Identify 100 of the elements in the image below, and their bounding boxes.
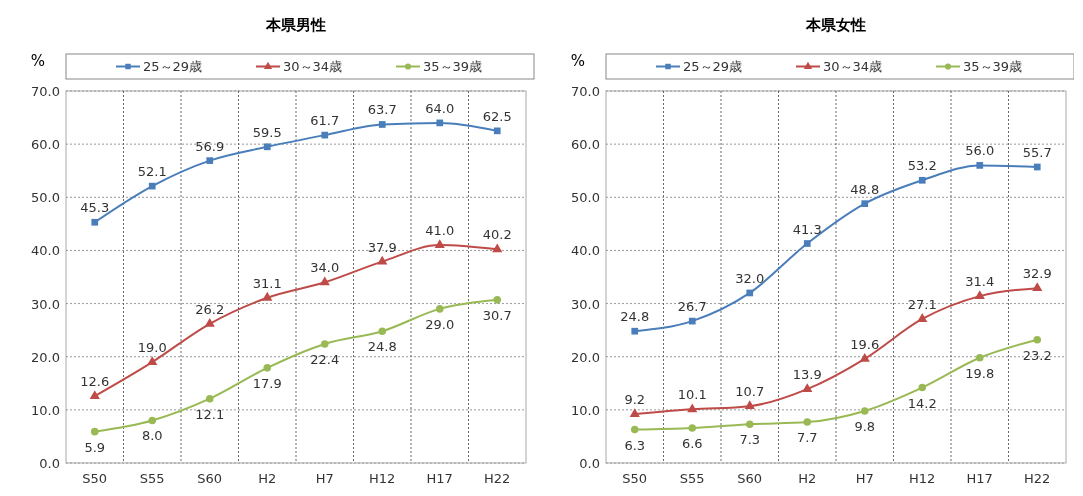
point — [803, 418, 812, 426]
data-label: 13.9 — [792, 367, 822, 383]
data-label: 8.0 — [141, 428, 163, 444]
x-tick-label: S50 — [82, 471, 108, 486]
point — [976, 162, 984, 169]
point — [975, 354, 984, 362]
x-tick-label: S60 — [737, 471, 763, 486]
point — [91, 218, 99, 226]
point — [918, 383, 927, 392]
point — [378, 121, 386, 128]
x-tick-label: H2 — [798, 471, 817, 486]
point — [493, 296, 502, 304]
data-label: 26.7 — [677, 299, 707, 315]
x-tick-label: H22 — [484, 471, 511, 486]
point — [859, 352, 870, 362]
point — [205, 394, 214, 403]
data-label: 55.7 — [1022, 144, 1052, 160]
point — [1033, 335, 1042, 344]
y-tick-label: 0.0 — [39, 456, 60, 471]
data-label: 53.2 — [907, 158, 937, 174]
point — [320, 340, 329, 348]
data-label: 24.8 — [620, 309, 650, 325]
point — [861, 200, 869, 208]
point — [629, 408, 640, 418]
y-tick-label: 70.0 — [31, 84, 60, 99]
x-tick-label: S55 — [139, 471, 165, 486]
point — [263, 143, 271, 151]
point — [745, 420, 754, 428]
data-label: 32.9 — [1022, 266, 1052, 282]
y-tick-label: 10.0 — [31, 402, 60, 418]
data-label: 26.2 — [195, 301, 225, 317]
point — [492, 243, 503, 253]
data-label: 6.3 — [624, 437, 646, 453]
data-label: 10.7 — [735, 384, 765, 400]
legend-label: 35～39歳 — [423, 59, 483, 74]
data-label: 56.9 — [195, 138, 225, 154]
data-label: 30.7 — [482, 307, 512, 323]
y-tick-label: 20.0 — [31, 349, 60, 365]
data-label: 7.3 — [739, 432, 761, 448]
data-label: 6.6 — [681, 435, 703, 451]
chart-title: 本県男性 — [265, 16, 326, 34]
point — [147, 356, 158, 365]
point — [493, 127, 501, 135]
data-label: 24.8 — [367, 339, 397, 355]
y-tick-label: 20.0 — [571, 349, 600, 365]
point — [262, 291, 273, 301]
x-tick-label: H17 — [426, 471, 453, 486]
data-label: 17.9 — [252, 375, 282, 391]
data-label: 62.5 — [482, 108, 512, 124]
chart-title: 本県女性 — [805, 16, 866, 34]
x-tick-label: H7 — [855, 471, 874, 486]
x-tick-label: S50 — [622, 471, 648, 486]
data-label: 41.0 — [425, 223, 455, 239]
point — [148, 416, 157, 425]
data-label: 7.7 — [796, 430, 818, 446]
point — [434, 239, 445, 249]
y-tick-label: 70.0 — [571, 84, 600, 99]
point — [688, 317, 696, 325]
data-label: 40.2 — [482, 227, 512, 243]
point — [1032, 282, 1043, 292]
data-label: 19.6 — [850, 336, 880, 352]
point — [802, 383, 813, 393]
y-tick-label: 60.0 — [571, 137, 600, 153]
data-label: 31.4 — [965, 274, 995, 290]
x-tick-label: H22 — [1024, 471, 1051, 486]
data-label: 22.4 — [310, 351, 340, 367]
point — [378, 327, 387, 335]
y-tick-label: 50.0 — [571, 190, 600, 206]
point — [435, 305, 444, 313]
point — [377, 255, 388, 265]
data-label: 10.1 — [677, 387, 707, 403]
data-label: 63.7 — [367, 102, 397, 118]
y-tick-label: 10.0 — [571, 402, 600, 418]
point — [688, 424, 697, 432]
legend-label: 30～34歳 — [823, 59, 883, 74]
point — [263, 364, 272, 372]
point — [918, 176, 926, 184]
point — [89, 390, 100, 399]
legend-label: 25～29歳 — [683, 59, 743, 74]
y-axis-title: % — [570, 52, 586, 70]
data-label: 19.0 — [137, 340, 167, 356]
point — [860, 407, 869, 415]
point — [206, 157, 214, 164]
x-tick-label: H2 — [258, 471, 277, 486]
data-label: 59.5 — [252, 124, 282, 140]
point — [974, 290, 985, 300]
point — [687, 403, 698, 413]
x-tick-label: H12 — [369, 471, 396, 486]
y-tick-label: 40.0 — [31, 243, 60, 259]
y-tick-label: 50.0 — [31, 190, 60, 206]
legend-label: 25～29歳 — [143, 59, 203, 74]
y-tick-label: 30.0 — [31, 296, 60, 312]
data-label: 12.6 — [80, 374, 110, 390]
y-tick-label: 60.0 — [31, 137, 60, 153]
x-tick-label: S60 — [197, 471, 223, 486]
y-tick-label: 0.0 — [579, 456, 600, 471]
data-label: 45.3 — [80, 200, 110, 216]
legend-label: 30～34歳 — [283, 59, 343, 74]
point — [148, 182, 156, 190]
point — [630, 425, 639, 434]
